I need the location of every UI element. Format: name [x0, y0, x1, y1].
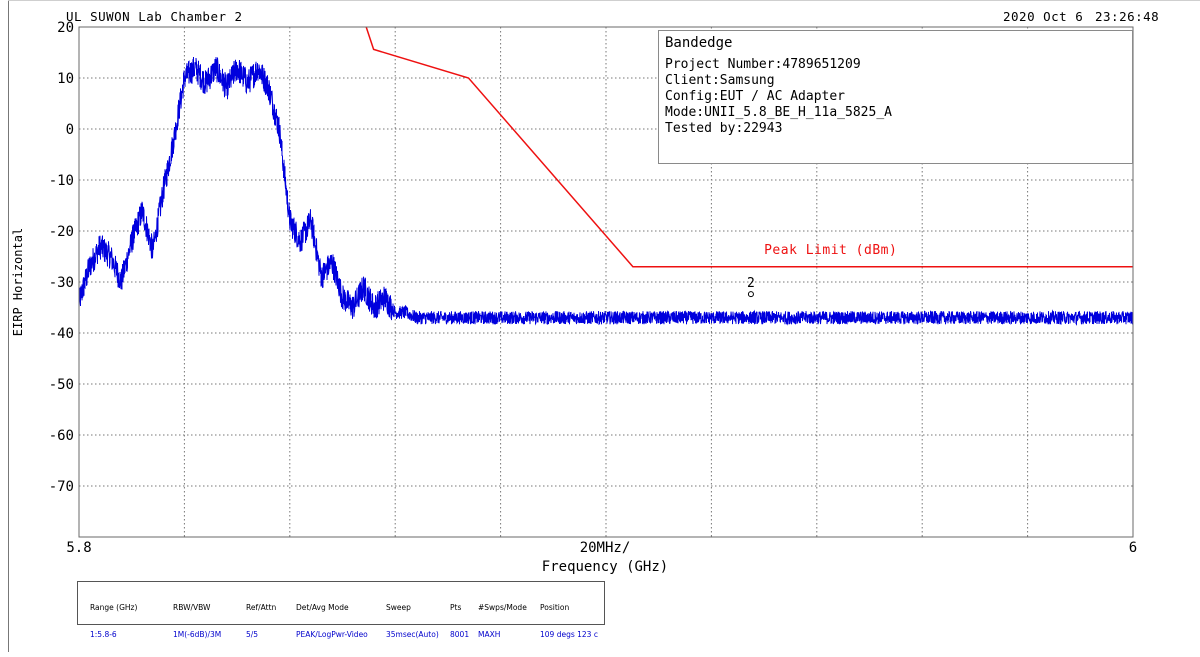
y-tick-label: -60 — [49, 428, 74, 444]
measurement-trace — [78, 56, 1134, 326]
settings-value: 1M(-6dB)/3M — [173, 630, 222, 639]
y-tick-label: -40 — [49, 326, 74, 342]
y-tick-label: 20 — [57, 20, 74, 36]
info-line-tested-by: Tested by:22943 — [665, 121, 783, 136]
test-info-box: Bandedge Project Number:4789651209 Clien… — [658, 30, 1133, 164]
settings-header: Position — [540, 603, 570, 612]
settings-header: Ref/Attn — [246, 603, 277, 612]
y-tick-label: -70 — [49, 479, 74, 495]
page-frame-left — [8, 0, 9, 652]
timestamp-time: 23:26:48 — [1095, 9, 1160, 24]
settings-value: 35msec(Auto) — [386, 630, 439, 639]
marker-label: 2 — [747, 276, 755, 291]
settings-header: RBW/VBW — [173, 603, 211, 612]
info-line-client: Client:Samsung — [665, 73, 775, 88]
settings-header: Pts — [450, 603, 462, 612]
settings-value: 1:5.8-6 — [90, 630, 117, 639]
settings-col-ref: Ref/Attn 5/5 — [246, 585, 276, 657]
x-tick-left: 5.8 — [66, 540, 91, 556]
info-heading: Bandedge — [665, 35, 733, 51]
marker-2-point — [747, 291, 754, 298]
x-axis-label: Frequency (GHz) — [542, 559, 668, 575]
info-line-config: Config:EUT / AC Adapter — [665, 89, 846, 104]
y-axis-label: EIRP Horizontal — [11, 228, 25, 336]
y-tick-labels: 20 10 0 -10 -20 -30 -40 -50 -60 -70 — [49, 20, 74, 495]
y-tick-label: -30 — [49, 275, 74, 291]
timestamp-date: 2020 Oct 6 — [1003, 9, 1084, 24]
page-frame-top — [8, 0, 1200, 1]
settings-value: PEAK/LogPwr-Video — [296, 630, 368, 639]
peak-limit-line — [365, 26, 1133, 268]
settings-header: #Swps/Mode — [478, 603, 527, 612]
settings-col-position: Position 109 degs 123 c — [540, 585, 598, 657]
settings-value: MAXH — [478, 630, 501, 639]
y-tick-label: -50 — [49, 377, 74, 393]
settings-col-swps: #Swps/Mode MAXH — [478, 585, 527, 657]
settings-col-pts: Pts 8001 — [450, 585, 469, 657]
settings-header: Range (GHz) — [90, 603, 138, 612]
settings-col-sweep: Sweep 35msec(Auto) — [386, 585, 439, 657]
info-line-mode: Mode:UNII_5.8_BE_H_11a_5825_A — [665, 105, 892, 120]
annotations: Peak Limit (dBm) 2 — [747, 243, 897, 298]
settings-value: 8001 — [450, 630, 470, 639]
settings-value: 5/5 — [246, 630, 259, 639]
y-tick-label: -10 — [49, 173, 74, 189]
settings-header: Det/Avg Mode — [296, 603, 349, 612]
limit-layer — [365, 26, 1133, 268]
settings-col-det: Det/Avg Mode PEAK/LogPwr-Video — [296, 585, 368, 657]
info-line-project: Project Number:4789651209 — [665, 57, 861, 72]
plot-border — [78, 26, 1134, 538]
analyzer-settings-box: Range (GHz) 1:5.8-6 RBW/VBW 1M(-6dB)/3M … — [77, 581, 605, 639]
settings-header: Sweep — [386, 603, 411, 612]
y-tick-label: 10 — [57, 71, 74, 87]
y-tick-label: -20 — [49, 224, 74, 240]
site-title: UL SUWON Lab Chamber 2 — [66, 9, 243, 24]
x-tick-right: 6 — [1129, 540, 1137, 556]
trace-layer — [78, 56, 1134, 326]
y-tick-label: 0 — [66, 122, 74, 138]
x-tick-step: 20MHz/ — [580, 540, 631, 556]
settings-col-range: Range (GHz) 1:5.8-6 — [90, 585, 137, 657]
limit-label: Peak Limit (dBm) — [764, 243, 897, 258]
settings-value: 109 degs 123 c — [540, 630, 598, 639]
settings-col-rbw: RBW/VBW 1M(-6dB)/3M — [173, 585, 221, 657]
